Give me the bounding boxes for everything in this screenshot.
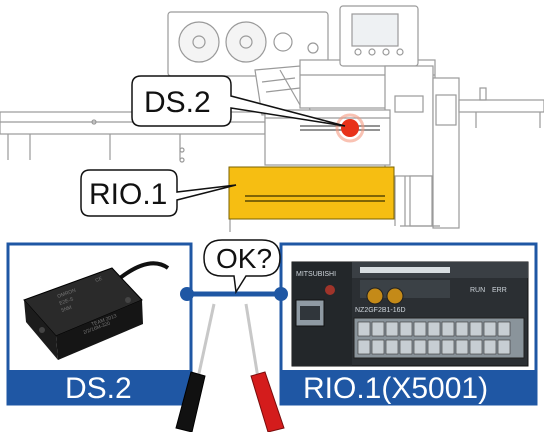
remote-io-module-photo: MITSUBISHI NZ2GF2B1-16D RUN ERR — [291, 261, 529, 367]
multimeter-probe-red — [244, 303, 285, 432]
sensor-callout-label: DS.2 — [144, 86, 211, 119]
sensor-model-text: E2E-S — [59, 296, 75, 307]
sensor-spec-text: 5NM — [61, 305, 73, 314]
module-callout: RIO.1 — [80, 169, 237, 217]
module-callout-label: RIO.1 — [89, 178, 167, 211]
sensor-panel-label: DS.2 — [65, 372, 132, 405]
sensor-location-glow — [335, 113, 365, 143]
module-panel-label-bar — [281, 370, 536, 404]
sensor-ce-mark: CE — [95, 276, 104, 284]
proximity-sensor-photo: OMRON E2E-S 5NM CE TEAM 2013 2/2/16M-320 — [23, 261, 170, 360]
continuity-check-text: OK? — [216, 243, 272, 274]
terminal-right — [274, 287, 288, 301]
continuity-check-bubble: OK? — [203, 239, 281, 295]
packaging-machine-drawing — [0, 5, 544, 232]
module-panel-label: RIO.1(X5001) — [303, 372, 488, 405]
module-model-text: NZ2GF2B1-16D — [355, 307, 406, 314]
remote-io-module-highlight — [228, 166, 395, 220]
sensor-callout: DS.2 — [131, 75, 346, 127]
sensor-panel-label-bar — [8, 370, 191, 404]
terminal-left — [180, 287, 194, 301]
module-err-indicator: ERR — [492, 287, 507, 294]
multimeter-probe-black — [175, 303, 216, 432]
module-brand-text: MITSUBISHI — [296, 271, 336, 278]
module-run-indicator: RUN — [470, 287, 485, 294]
sensor-location-marker — [341, 119, 359, 137]
